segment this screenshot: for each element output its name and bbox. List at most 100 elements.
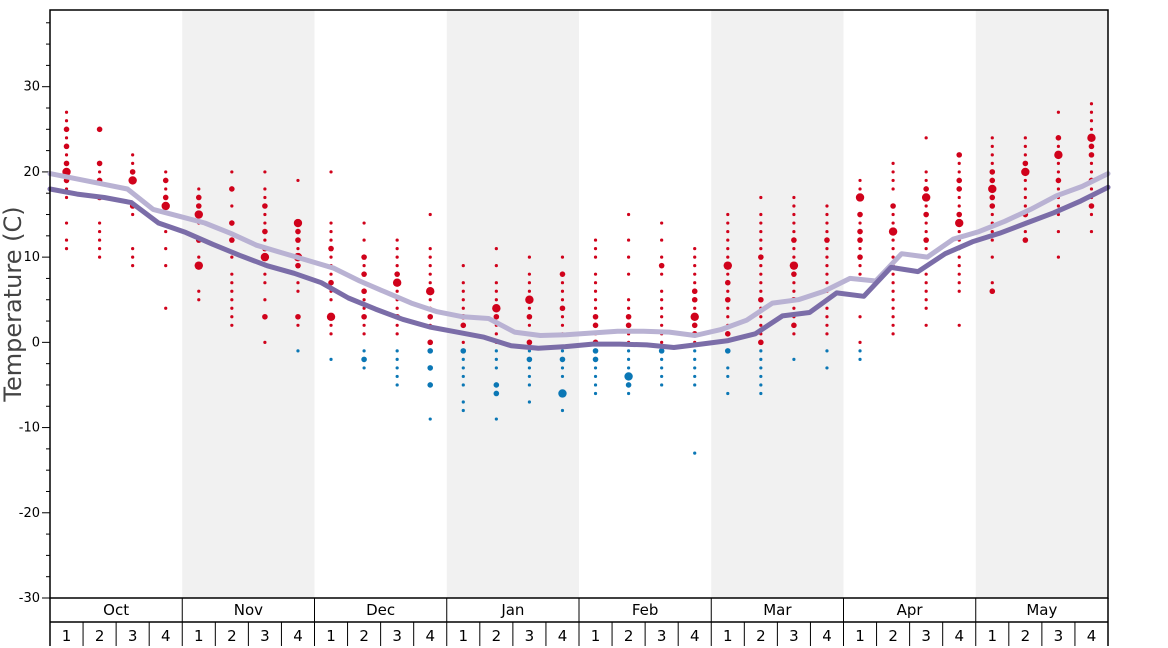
scatter-point [660,221,664,225]
scatter-point [230,170,234,174]
scatter-point [592,313,599,320]
scatter-point [626,255,631,259]
scatter-point [329,238,333,242]
month-label-may: May [1026,601,1057,619]
scatter-point [990,136,994,140]
scatter-point [791,237,797,243]
scatter-point [129,169,136,175]
scatter-point [494,332,498,336]
scatter-point [560,315,565,319]
scatter-point [329,332,333,336]
scatter-point [924,204,928,208]
month-label-feb: Feb [632,601,659,619]
scatter-point [1088,203,1095,209]
scatter-point [1022,160,1029,167]
scatter-point [526,313,533,320]
scatter-point [164,264,168,268]
scatter-point [295,262,301,269]
scatter-point [693,281,697,285]
y-tick-label: 0 [32,335,40,350]
scatter-point [759,221,763,225]
scatter-point [296,349,300,353]
week-label: 1 [723,627,733,645]
scatter-point [825,204,829,208]
scatter-point [857,228,863,235]
scatter-point [362,298,366,302]
scatter-point [792,281,796,285]
scatter-point [792,204,796,208]
week-label: 1 [62,627,72,645]
scatter-point [329,323,333,327]
week-label: 2 [227,627,237,645]
scatter-point [924,298,928,302]
scatter-point [492,304,501,313]
scatter-point [593,306,598,310]
scatter-point [64,247,69,251]
scatter-point [759,229,763,234]
scatter-point [989,169,996,175]
scatter-point [395,264,399,268]
scatter-point [825,349,829,353]
scatter-point [560,349,565,353]
scatter-point [493,390,500,397]
scatter-point [792,357,796,361]
scatter-point [759,357,763,361]
scatter-point [64,221,69,225]
scatter-point [362,306,366,310]
scatter-point [891,272,895,276]
scatter-point [758,296,764,303]
scatter-point [494,417,498,421]
scatter-point [494,289,498,293]
scatter-point [395,349,399,353]
scatter-point [494,357,498,361]
scatter-point [131,153,135,157]
scatter-point [494,298,498,302]
week-label: 4 [1087,627,1097,645]
scatter-point [560,255,565,259]
week-label: 3 [789,627,799,645]
scatter-point [924,289,928,293]
scatter-point [626,272,631,276]
scatter-point [494,349,498,353]
week-label: 2 [492,627,502,645]
scatter-point [461,289,465,293]
scatter-point [97,229,102,234]
scatter-point [858,264,862,268]
week-label: 1 [988,627,998,645]
scatter-point [759,264,763,268]
scatter-point [428,272,432,276]
scatter-point [395,374,399,379]
scatter-point [131,161,135,165]
scatter-point [230,323,234,327]
month-label-dec: Dec [366,601,395,619]
scatter-point [921,193,931,202]
scatter-point [924,306,928,310]
scatter-point [691,288,698,295]
scatter-point [593,374,598,379]
scatter-point [427,365,434,371]
scatter-point [726,366,730,370]
scatter-point [626,238,631,242]
scatter-point [461,374,465,379]
scatter-point [626,306,631,310]
scatter-point [593,383,598,387]
scatter-point [791,271,797,277]
scatter-point [957,229,961,234]
scatter-point [724,331,731,337]
scatter-point [759,383,763,387]
scatter-point [560,408,565,413]
scatter-point [197,298,201,302]
scatter-point [262,228,268,235]
week-label: 3 [1054,627,1064,645]
scatter-point [64,136,69,140]
scatter-point [891,238,895,242]
scatter-point [825,306,829,310]
scatter-point [229,220,235,226]
scatter-point [1023,178,1027,183]
scatter-point [1023,144,1027,148]
scatter-point [625,382,632,388]
scatter-point [1089,212,1094,217]
week-label: 4 [822,627,832,645]
scatter-point [1023,204,1027,208]
